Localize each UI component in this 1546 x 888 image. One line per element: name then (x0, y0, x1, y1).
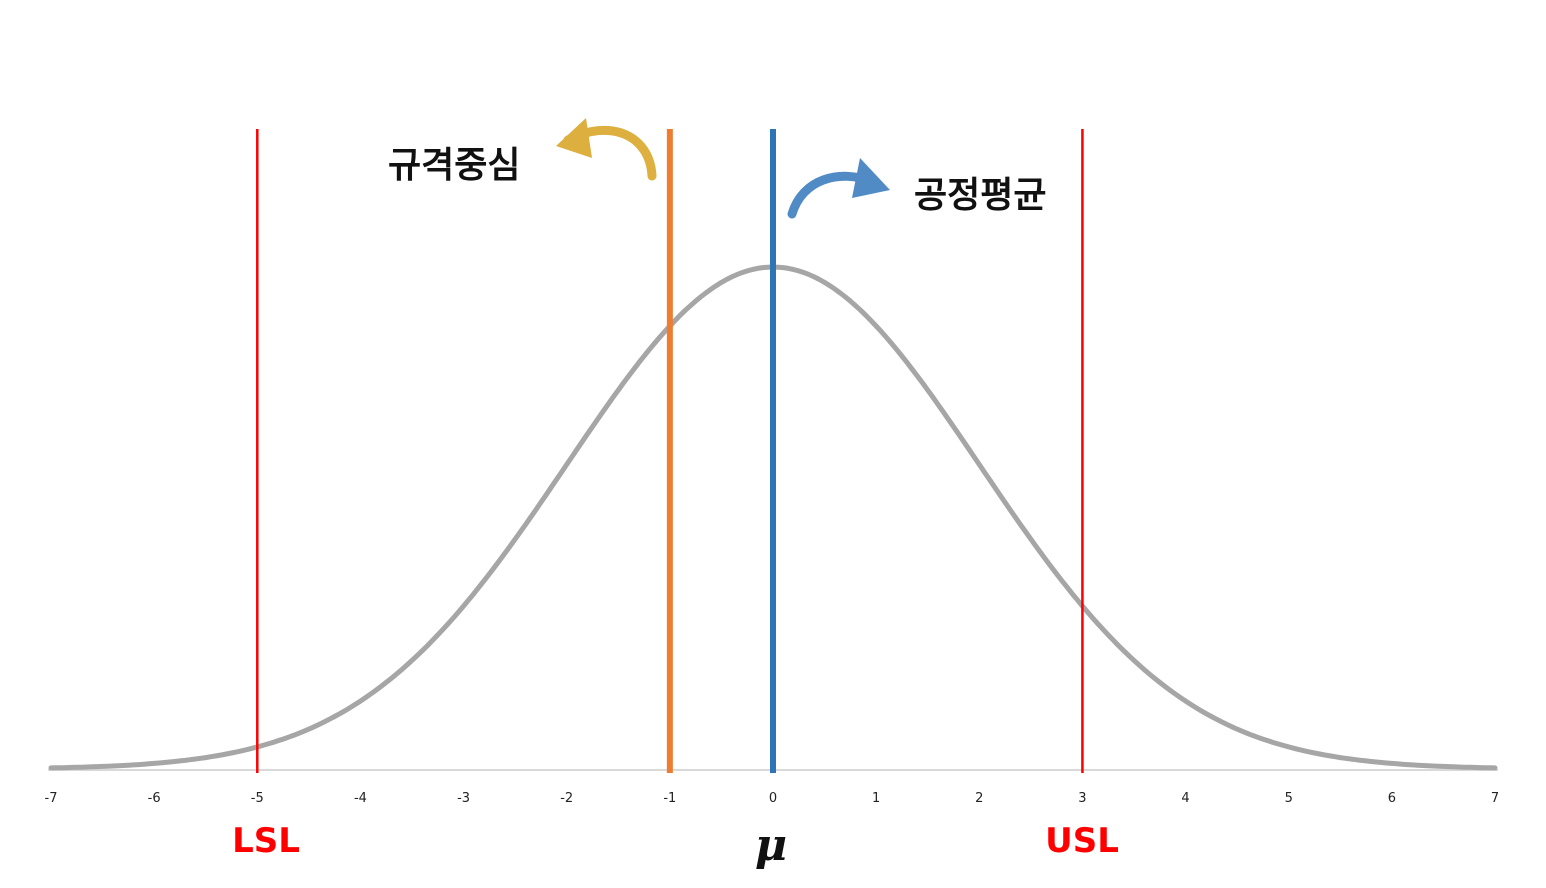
x-tick-label: 1 (872, 791, 880, 806)
process-mean-arrow-icon (787, 158, 890, 219)
x-tick-label: 7 (1491, 791, 1499, 806)
x-tick-label: 5 (1285, 791, 1293, 806)
x-tick-label: -2 (560, 791, 573, 806)
x-tick-label: 0 (769, 791, 777, 806)
x-tick-label: 2 (975, 791, 983, 806)
usl-label: USL (1045, 821, 1119, 861)
x-tick-label: -1 (663, 791, 676, 806)
process-mean-label: 공정평균 (914, 175, 1046, 216)
x-tick-label: -4 (354, 791, 367, 806)
x-tick-label: -5 (251, 791, 264, 806)
x-tick-label: 3 (1078, 791, 1086, 806)
spec-center-arrow-icon (556, 118, 657, 181)
x-tick-label: 6 (1388, 791, 1396, 806)
x-tick-labels: -7 -6 -5 -4 -3 -2 -1 0 1 2 3 4 5 6 7 (45, 791, 1500, 806)
x-tick-label: -3 (457, 791, 470, 806)
x-tick-label: -7 (45, 791, 58, 806)
mu-label: μ (755, 820, 787, 871)
x-tick-label: -6 (148, 791, 161, 806)
lsl-label: LSL (232, 821, 300, 861)
spec-center-label: 규격중심 (388, 145, 520, 186)
x-tick-label: 4 (1181, 791, 1189, 806)
